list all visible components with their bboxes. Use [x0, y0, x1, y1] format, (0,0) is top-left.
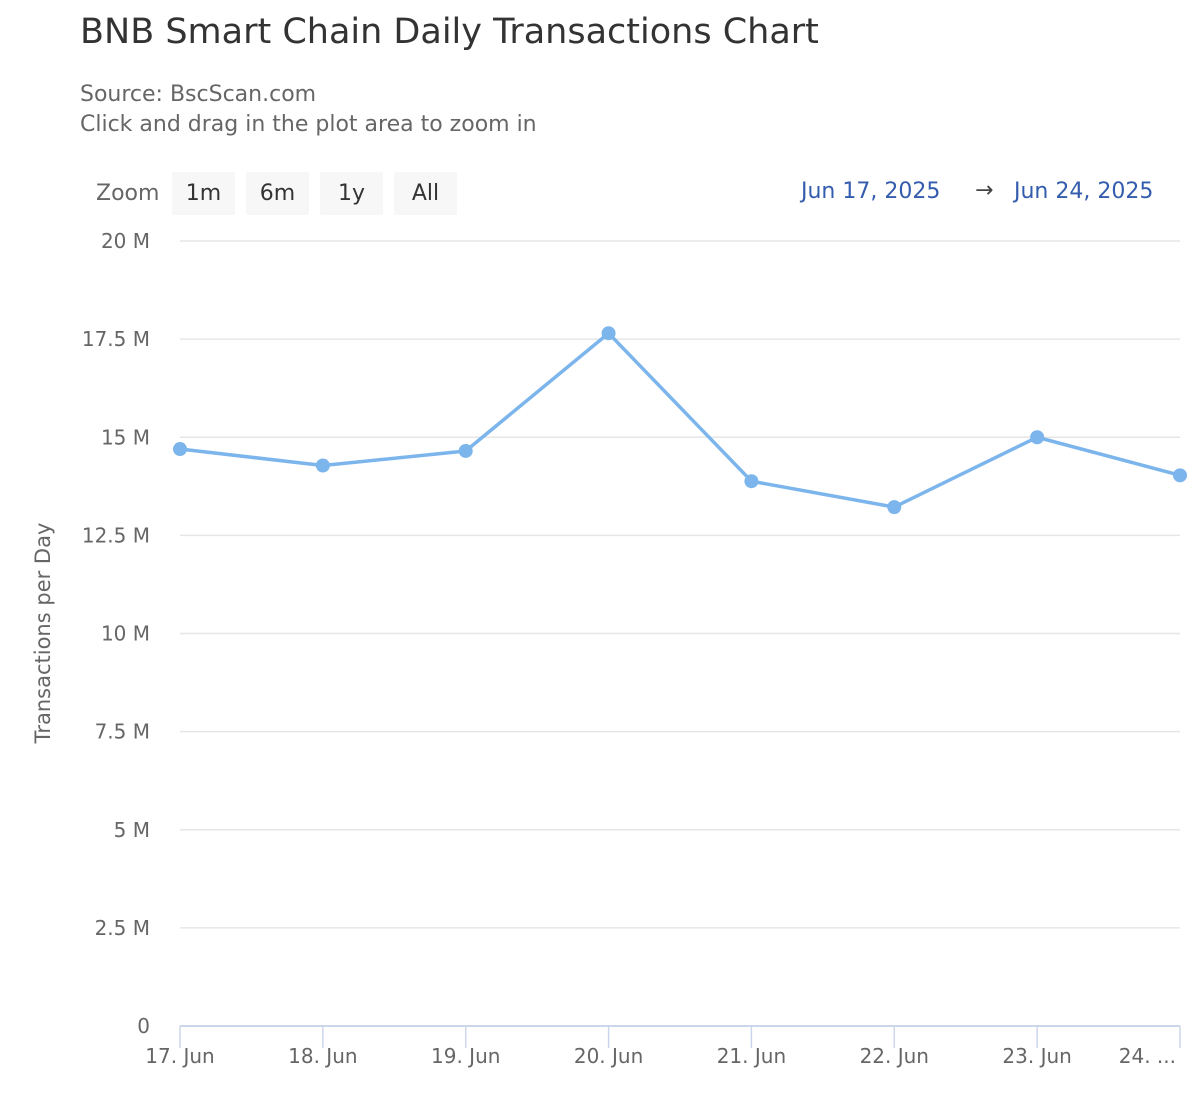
- x-tick-label: 21. Jun: [717, 1044, 786, 1068]
- range-arrow-icon: →: [975, 178, 994, 203]
- data-point: [744, 474, 759, 489]
- x-tick-label: 17. Jun: [145, 1044, 214, 1068]
- zoom-1m-button[interactable]: 1m: [172, 172, 235, 215]
- data-point: [601, 326, 616, 341]
- y-tick-label: 10 M: [101, 622, 150, 646]
- x-tick-label: 24. ...: [1119, 1044, 1176, 1068]
- y-tick-label: 15 M: [101, 425, 150, 449]
- x-tick-label: 22. Jun: [860, 1044, 929, 1068]
- chart-subtitle-hint: Click and drag in the plot area to zoom …: [80, 112, 537, 137]
- range-from-date[interactable]: Jun 17, 2025: [801, 179, 941, 204]
- y-tick-label: 7.5 M: [95, 720, 150, 744]
- x-tick-label: 18. Jun: [288, 1044, 357, 1068]
- y-tick-label: 2.5 M: [95, 916, 150, 940]
- data-point: [173, 442, 187, 457]
- y-tick-label: 20 M: [101, 229, 150, 253]
- y-tick-label: 17.5 M: [82, 327, 150, 351]
- x-tick-label: 20. Jun: [574, 1044, 643, 1068]
- y-tick-label: 5 M: [114, 818, 150, 842]
- x-tick-label: 23. Jun: [1002, 1044, 1071, 1068]
- range-to-date[interactable]: Jun 24, 2025: [1014, 179, 1154, 204]
- x-tick-label: 19. Jun: [431, 1044, 500, 1068]
- series-line: [179, 331, 1181, 509]
- zoom-all-button[interactable]: All: [394, 172, 457, 215]
- zoom-6m-button[interactable]: 6m: [246, 172, 309, 215]
- y-axis-label: Transactions per Day: [31, 523, 55, 745]
- y-tick-label: 0: [137, 1014, 150, 1038]
- data-point: [1173, 468, 1187, 483]
- data-point: [1030, 430, 1045, 445]
- zoom-label: Zoom: [96, 181, 160, 206]
- y-tick-label: 12.5 M: [82, 523, 150, 547]
- data-point: [887, 500, 902, 515]
- zoom-1y-button[interactable]: 1y: [320, 172, 383, 215]
- chart-title: BNB Smart Chain Daily Transactions Chart: [80, 12, 819, 52]
- data-point: [458, 443, 473, 458]
- data-point: [315, 458, 330, 473]
- chart-subtitle-source: Source: BscScan.com: [80, 82, 317, 107]
